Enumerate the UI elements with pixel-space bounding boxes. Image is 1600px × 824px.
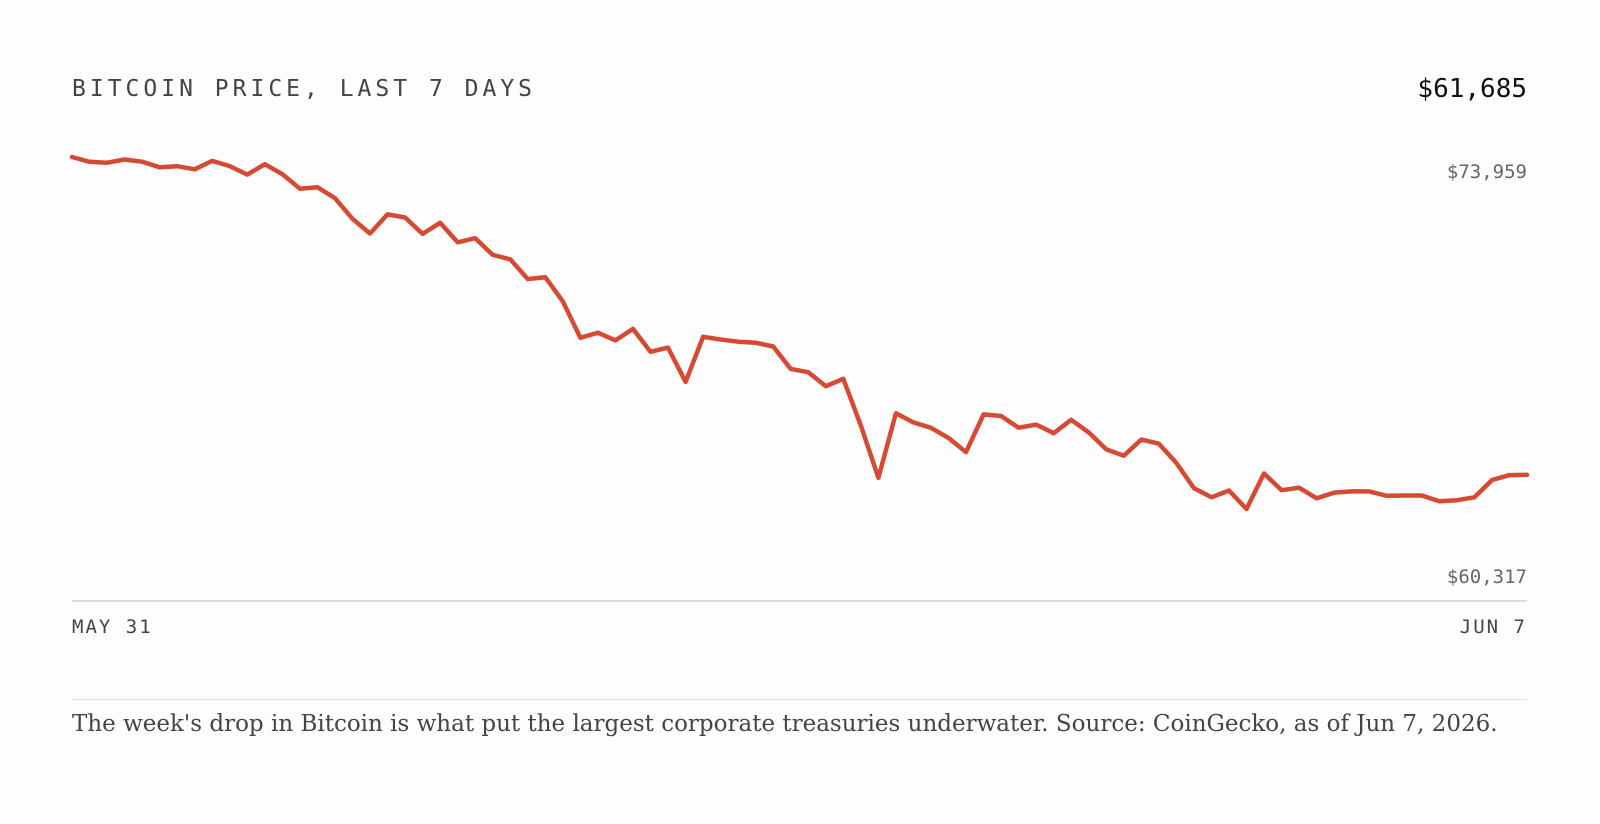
max-price-label: $73,959 bbox=[1446, 161, 1527, 183]
current-price: $61,685 bbox=[1417, 74, 1527, 104]
x-axis-end-label: JUN 7 bbox=[1459, 616, 1527, 638]
x-axis-start-label: MAY 31 bbox=[72, 616, 153, 638]
chart-title: BITCOIN PRICE, LAST 7 DAYS bbox=[72, 76, 537, 102]
caption: The week's drop in Bitcoin is what put t… bbox=[72, 711, 1498, 737]
divider bbox=[72, 699, 1527, 700]
price-chart bbox=[69, 154, 1530, 602]
min-price-label: $60,317 bbox=[1446, 566, 1527, 588]
price-line bbox=[69, 154, 1530, 512]
